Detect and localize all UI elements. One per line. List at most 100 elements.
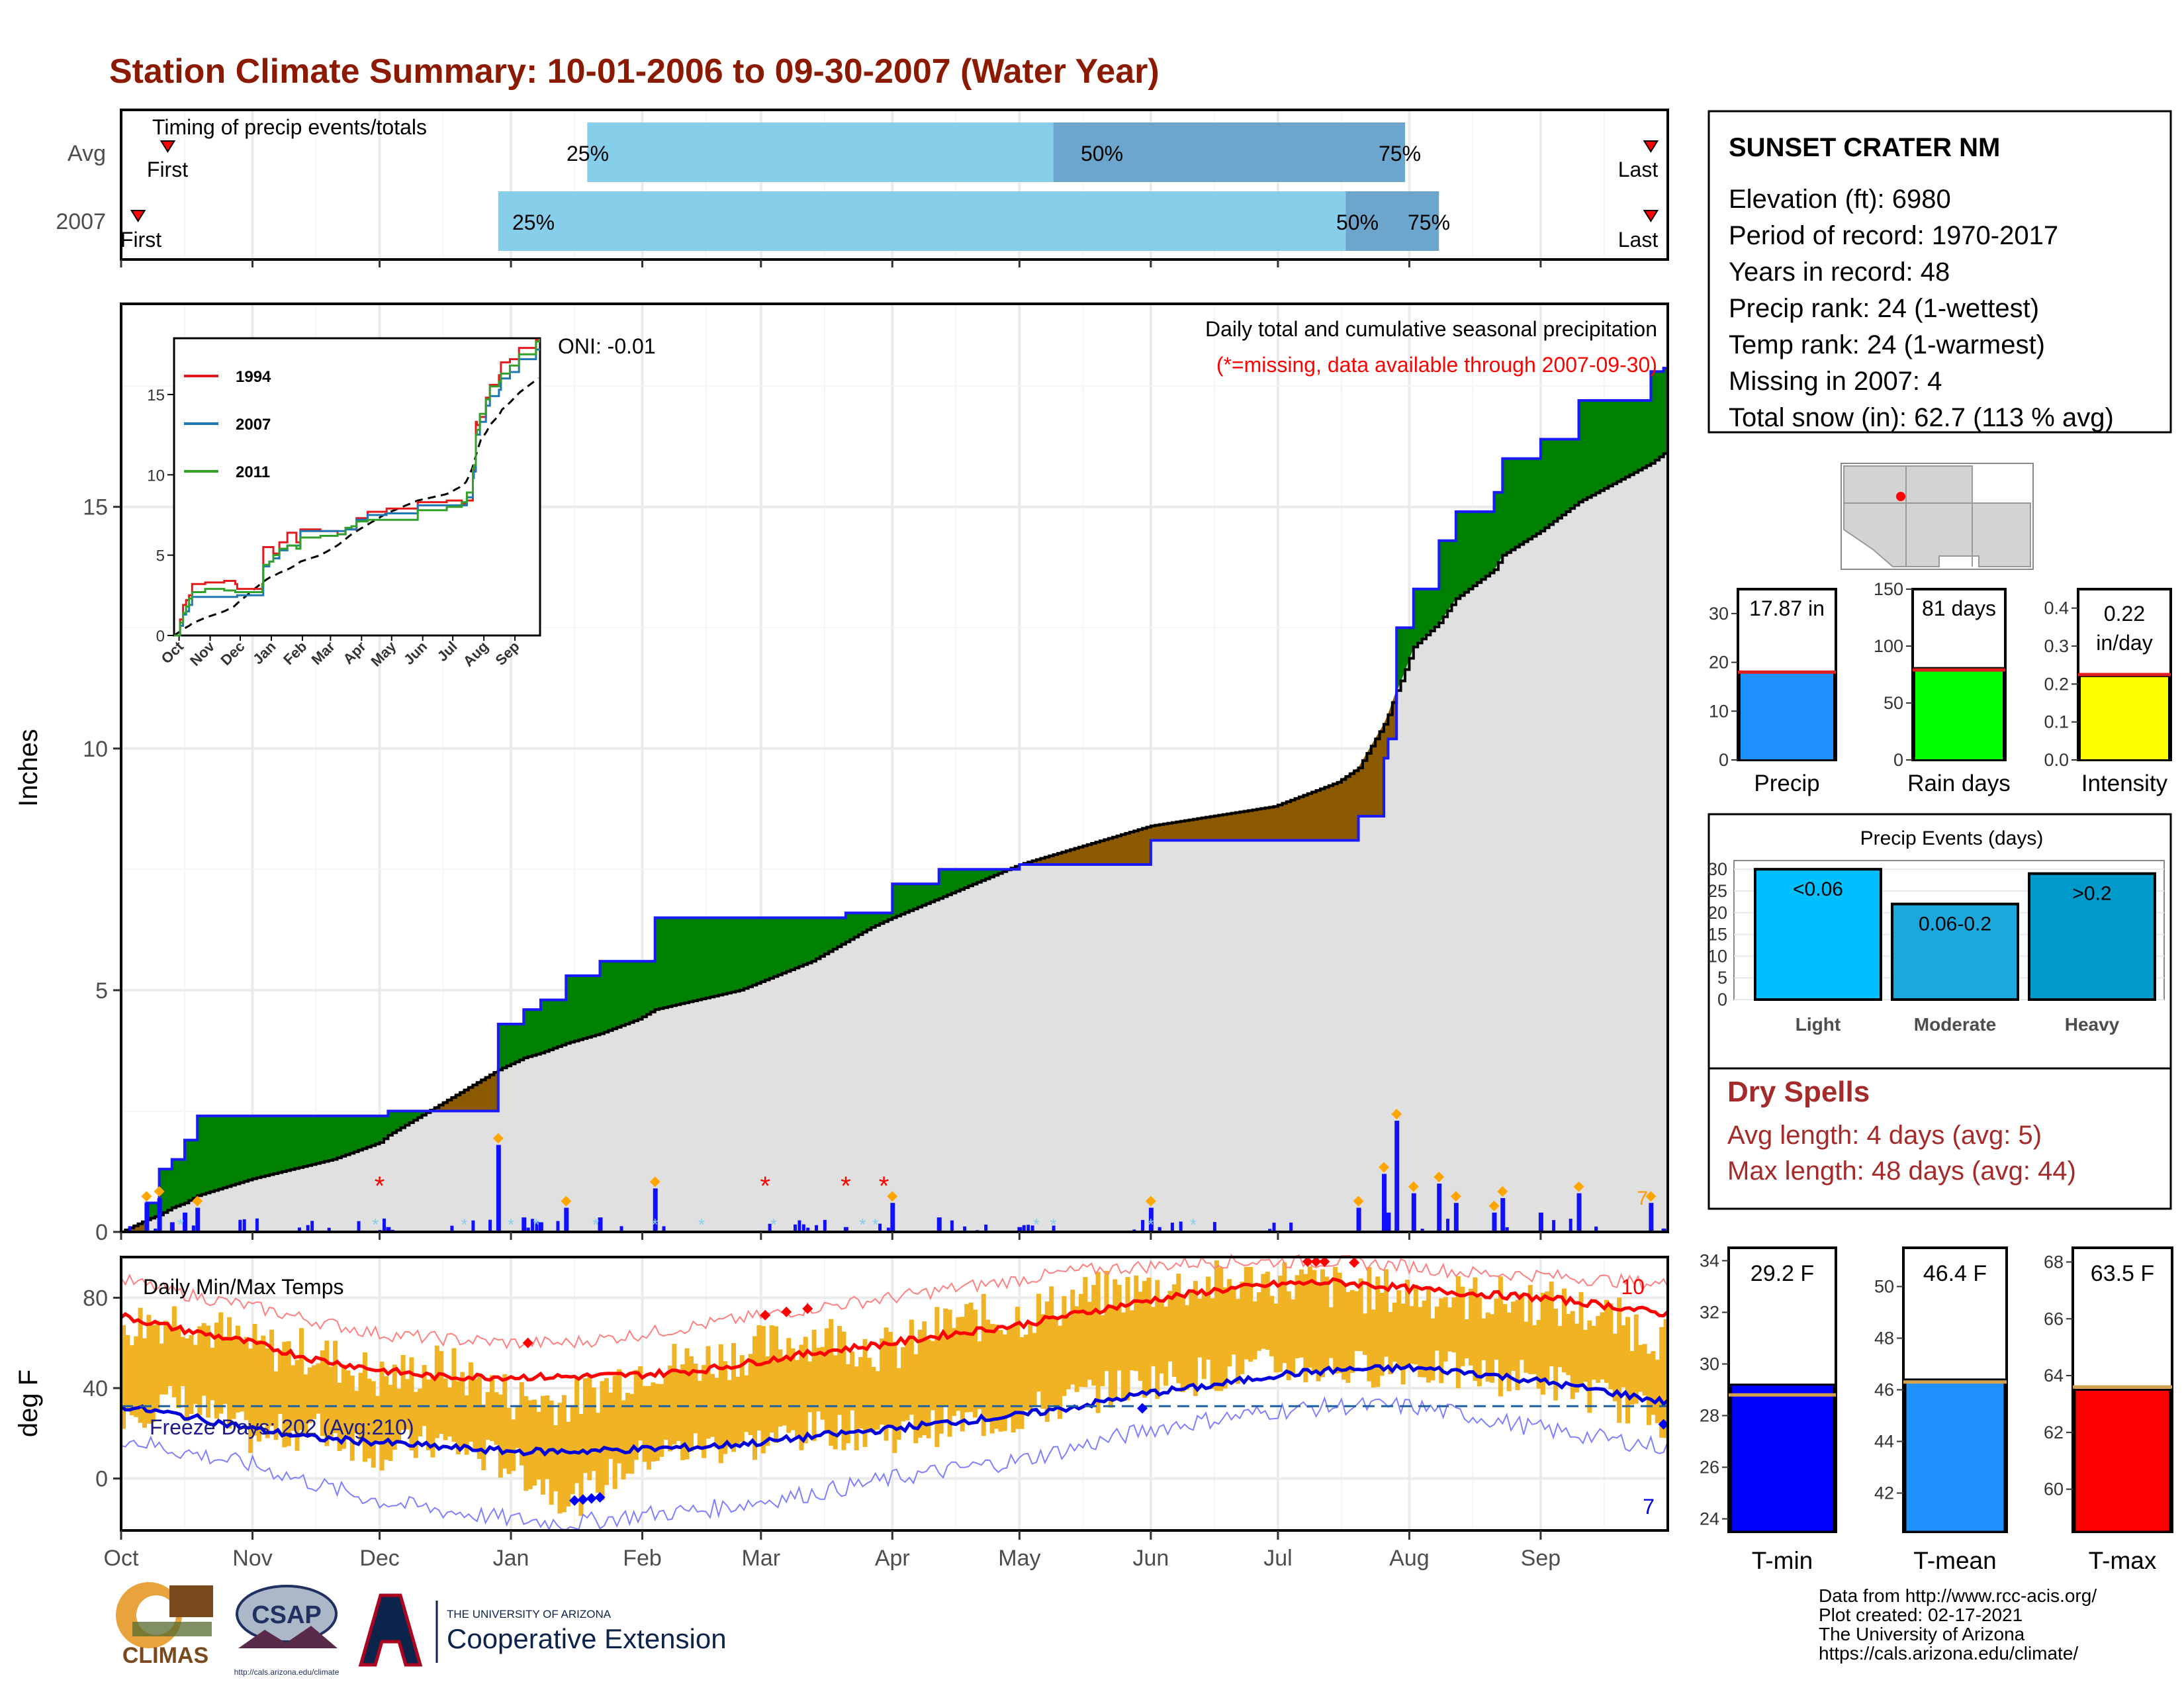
wetter-than-avg-fill [514, 1023, 520, 1063]
daily-temp-bar [248, 1348, 253, 1453]
daily-temp-bar [744, 1375, 749, 1432]
wetter-than-avg-fill [1519, 458, 1524, 545]
daily-temp-bar [1506, 1312, 1512, 1391]
daily-temp-bar [129, 1345, 134, 1416]
wetter-than-avg-fill [230, 1115, 236, 1186]
temp-bar-category: T-max [2089, 1547, 2157, 1574]
drier-than-avg-fill [1332, 782, 1338, 841]
temp-bar-tick-label: 30 [1700, 1354, 1719, 1374]
last-label-avg: Last [1618, 158, 1659, 181]
wetter-than-avg-fill [819, 917, 825, 957]
daily-temp-bar [418, 1388, 423, 1437]
temp-bar-value-label: 29.2 F [1751, 1261, 1814, 1286]
temp-bar-tick-label: 32 [1700, 1303, 1719, 1323]
wetter-than-avg-fill [1480, 511, 1486, 581]
daily-temp-bar [189, 1335, 194, 1414]
wetter-than-avg-fill [582, 975, 588, 1039]
daily-temp-bar [829, 1319, 834, 1446]
daily-temp-bar [451, 1348, 457, 1442]
daily-temp-bar [1074, 1306, 1079, 1392]
wetter-than-avg-fill [1557, 438, 1563, 519]
daily-temp-bar [629, 1393, 635, 1474]
daily-temp-bar [756, 1325, 762, 1431]
daily-precip-bar [1212, 1222, 1216, 1232]
daily-temp-bar [727, 1380, 732, 1447]
snow-day-marker: * [533, 1215, 539, 1235]
timing-bar-50-75 [1345, 191, 1439, 251]
daily-precip-bar [768, 1223, 772, 1232]
daily-temp-bar [1405, 1280, 1410, 1366]
wetter-than-avg-fill [748, 917, 753, 988]
large-event-marker [192, 1196, 203, 1207]
daily-precip-bar [815, 1225, 819, 1232]
daily-temp-bar [345, 1370, 351, 1440]
daily-temp-bar [1100, 1315, 1105, 1387]
daily-precip-bar [598, 1217, 603, 1232]
daily-temp-bar [913, 1354, 919, 1444]
dry-spells-avg: Avg length: 4 days (avg: 5) [1727, 1121, 2042, 1150]
daily-temp-bar [1430, 1318, 1435, 1381]
timing-row-2007-label: 2007 [56, 209, 106, 234]
wetter-than-avg-fill [1531, 458, 1537, 538]
drier-than-avg-fill [1239, 810, 1245, 841]
first-label-avg: First [147, 158, 188, 181]
wetter-than-avg-fill [277, 1115, 283, 1174]
wetter-than-avg-fill [667, 917, 672, 1008]
figure-title: Station Climate Summary: 10-01-2006 to 0… [109, 52, 1160, 91]
timing-frame [120, 109, 1669, 261]
daily-precip-bar [1382, 1174, 1387, 1232]
daily-temp-bar [786, 1338, 792, 1433]
wetter-than-avg-fill [1655, 371, 1660, 461]
wetter-than-avg-fill [947, 868, 952, 896]
daily-temp-bar [782, 1358, 787, 1426]
daily-temp-bar [277, 1350, 283, 1415]
daily-temp-bar [795, 1360, 800, 1437]
daily-temp-bar [642, 1385, 647, 1462]
daily-temp-bar [752, 1336, 758, 1460]
daily-precip-bar [154, 1228, 158, 1232]
drier-than-avg-fill [1256, 808, 1261, 841]
daily-temp-bar [1108, 1305, 1113, 1408]
wetter-than-avg-fill [527, 1009, 533, 1057]
daily-precip-bar [878, 1223, 882, 1232]
daily-temp-bar [1320, 1269, 1325, 1378]
daily-temp-bar [231, 1338, 236, 1419]
precip-events-title: Precip Events (days) [1860, 827, 2044, 849]
precip-event-category: Heavy [2065, 1014, 2120, 1035]
wetter-than-avg-fill [752, 917, 757, 986]
large-event-marker [1379, 1162, 1390, 1173]
daily-precip-bar [1505, 1227, 1509, 1232]
daily-temp-bar [667, 1365, 672, 1452]
daily-temp-bar [574, 1376, 580, 1483]
p75-label-avg: 75% [1379, 142, 1421, 165]
wetter-than-avg-fill [731, 917, 736, 993]
daily-temp-bar [201, 1323, 206, 1396]
daily-temp-bar [1604, 1299, 1609, 1383]
climas-emblem-land [132, 1622, 212, 1636]
wetter-than-avg-fill [281, 1115, 287, 1172]
snow-day-marker: * [872, 1215, 879, 1235]
drier-than-avg-fill [1328, 783, 1334, 841]
daily-temp-bar [1197, 1298, 1203, 1358]
month-label: Apr [875, 1546, 910, 1571]
temp-bar-tick-label: 50 [1874, 1277, 1894, 1297]
wetter-than-avg-fill [316, 1115, 321, 1164]
daily-precip-bar [488, 1219, 492, 1232]
daily-temp-bar [1261, 1274, 1266, 1349]
mini-bar-tick-label: 10 [1709, 701, 1729, 721]
daily-temp-bar [523, 1396, 529, 1491]
drier-than-avg-fill [1320, 786, 1325, 841]
wetter-than-avg-fill [659, 917, 664, 1009]
daily-temp-bar [439, 1351, 444, 1434]
wetter-than-avg-fill [332, 1115, 338, 1160]
temp-bar-tick-label: 24 [1700, 1509, 1719, 1529]
daily-temp-bar [1379, 1293, 1385, 1376]
daily-temp-bar [1553, 1308, 1559, 1401]
mini-bar-value [1914, 667, 2004, 761]
daily-precip-bar [195, 1207, 201, 1232]
daily-temp-bar [498, 1394, 503, 1478]
daily-temp-bar [1023, 1335, 1028, 1411]
credit-line-3: The University of Arizona [1819, 1624, 2025, 1644]
wetter-than-avg-fill [1472, 511, 1478, 586]
daily-precip-bar [1649, 1203, 1654, 1232]
